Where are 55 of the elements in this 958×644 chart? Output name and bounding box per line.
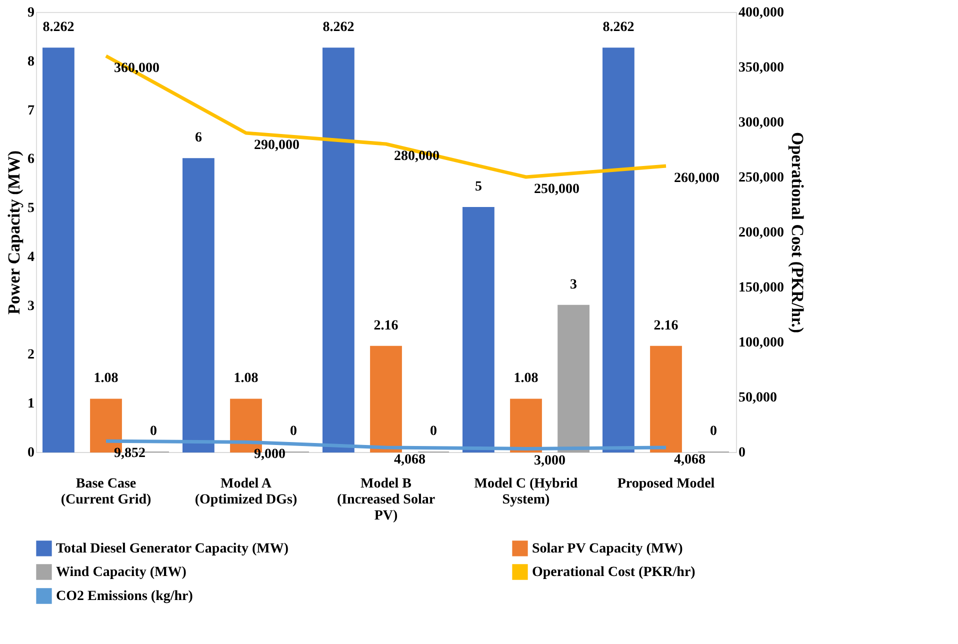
y2-tick-label: 100,000 — [738, 336, 784, 350]
data-label: 1.08 — [514, 371, 538, 386]
y2-tick-label: 150,000 — [738, 280, 784, 296]
y2-tick-label: 0 — [738, 446, 746, 460]
legend-label: Total Diesel Generator Capacity (MW) — [56, 541, 289, 556]
y-tick-label: 1 — [28, 396, 34, 412]
data-label: 5 — [474, 180, 482, 195]
y2-axis-title: Operational Cost (PKR/hr.) — [788, 132, 807, 334]
y2-tick-label: 300,000 — [738, 116, 784, 130]
data-label: 8.262 — [42, 20, 74, 36]
y2-tick-label: 350,000 — [738, 60, 784, 76]
x-tick-label: Base Case (Current Grid) — [60, 476, 152, 508]
y-tick-label: 4 — [28, 250, 34, 265]
legend-label: CO2 Emissions (kg/hr) — [56, 589, 194, 604]
y-tick-label: 9 — [28, 6, 34, 20]
y-tick-label: 2 — [28, 348, 34, 363]
data-label: 290,000 — [254, 138, 300, 153]
data-label: 1.08 — [234, 371, 258, 386]
data-label: 280,000 — [394, 149, 440, 164]
data-label: 6 — [194, 130, 202, 146]
data-label: 250,000 — [534, 182, 580, 197]
y-tick-label: 6 — [28, 152, 34, 168]
x-tick-label: Model B (Increased Solar PV) — [336, 476, 436, 524]
data-label: 8.262 — [602, 20, 634, 36]
data-label: 9,852 — [114, 446, 146, 462]
data-label: 1.08 — [94, 371, 118, 386]
data-label: 3,000 — [534, 454, 566, 469]
data-label: 8.262 — [322, 20, 354, 36]
y-tick-label: 3 — [28, 298, 34, 314]
y-tick-label: 5 — [28, 201, 34, 216]
data-label: 0 — [710, 424, 718, 439]
x-tick-label: Model A (Optimized DGs) — [194, 476, 298, 508]
y2-tick-label: 400,000 — [738, 6, 784, 20]
legend-label: Operational Cost (PKR/hr) — [532, 565, 696, 580]
data-label: 260,000 — [674, 171, 720, 186]
y2-tick-label: 200,000 — [738, 226, 784, 240]
y-tick-label: 8 — [28, 54, 34, 70]
data-label: 4,068 — [674, 452, 706, 468]
data-label: 2.16 — [374, 318, 398, 334]
y-tick-label: 7 — [28, 103, 34, 118]
y-axis-title: Power Capacity (MW) — [4, 150, 24, 314]
y2-tick-label: 250,000 — [738, 170, 784, 186]
x-tick-label: Proposed Model — [617, 476, 715, 492]
y2-tick-label: 50,000 — [738, 390, 777, 406]
data-label: 2.16 — [654, 318, 678, 334]
legend-label: Wind Capacity (MW) — [56, 565, 187, 580]
legend-label: Solar PV Capacity (MW) — [532, 541, 684, 556]
data-label: 4,068 — [394, 452, 426, 468]
x-tick-label: Model C (Hybrid System) — [474, 476, 578, 508]
data-label: 0 — [290, 424, 298, 439]
data-label: 9,000 — [254, 447, 286, 462]
data-label: 0 — [430, 424, 438, 439]
y-tick-label: 0 — [28, 446, 34, 460]
data-label: 3 — [570, 277, 578, 292]
data-label: 0 — [150, 424, 158, 439]
